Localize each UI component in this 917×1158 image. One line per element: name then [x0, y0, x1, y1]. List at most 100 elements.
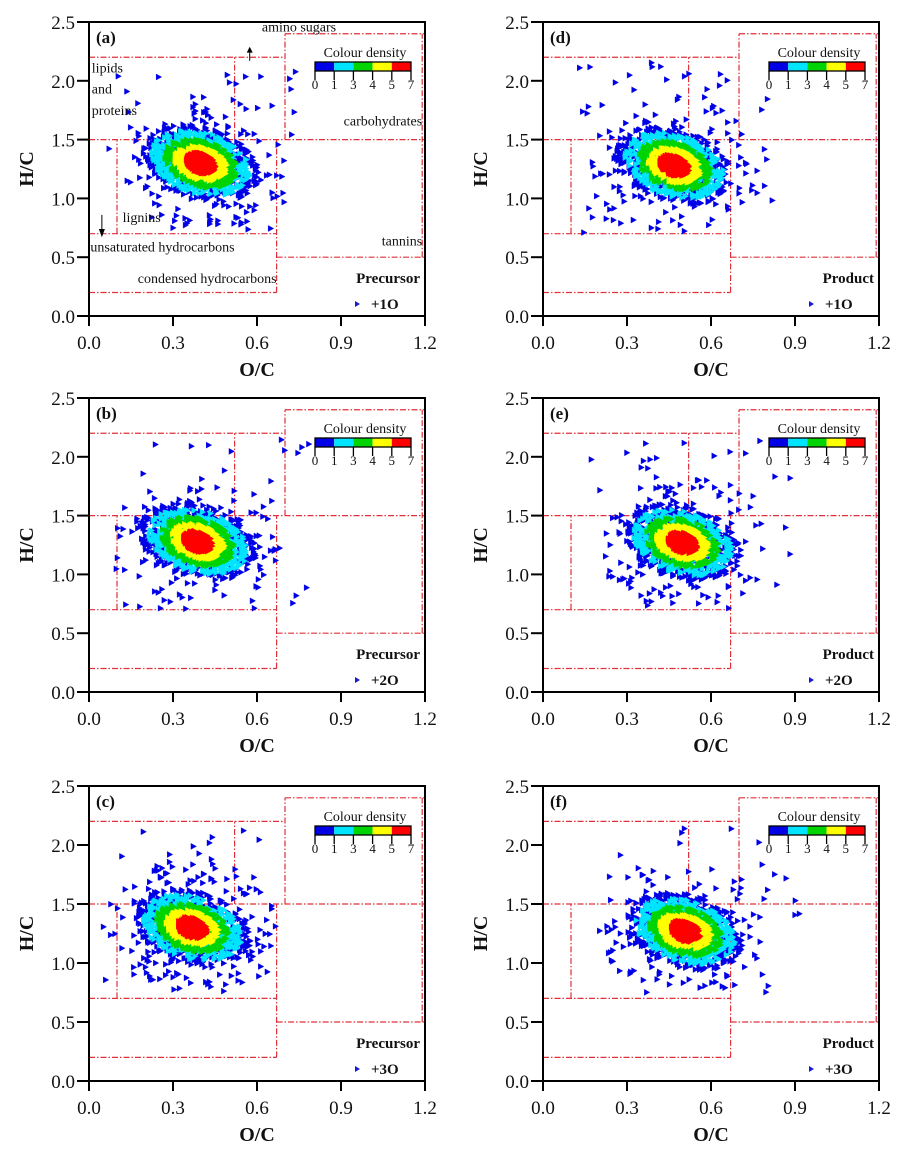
data-point-low [237, 100, 244, 108]
panel-a: 0.0 0.3 0.6 0.9 1.20.00.51.01.52.02.5O/CH/C(… [16, 13, 437, 381]
data-point-low [153, 959, 160, 967]
data-point-low [166, 968, 173, 975]
data-point-low [208, 855, 215, 863]
data-point-low [257, 926, 264, 934]
data-point-low [274, 192, 281, 200]
y-tick-label: 1.5 [51, 131, 75, 152]
data-point-low [192, 115, 199, 123]
data-point-low [183, 866, 190, 874]
data-point-low [209, 833, 216, 841]
data-point-density-0 [253, 173, 261, 181]
data-point-low [156, 174, 163, 181]
data-point-low [155, 73, 163, 81]
data-point-low [149, 214, 156, 221]
data-point-low [122, 566, 129, 574]
data-point-low [256, 836, 263, 844]
data-point-low [168, 579, 175, 587]
region-label-lignins: lignins [123, 211, 161, 226]
data-point-low [243, 208, 251, 216]
data-point-low [126, 108, 133, 116]
data-point-density-0 [254, 164, 261, 171]
region-label-and: and [92, 83, 112, 98]
x-tick-label: 0.6 [245, 333, 269, 354]
data-point-low [124, 177, 131, 185]
data-point-low [108, 900, 115, 908]
data-point-density-0 [181, 191, 188, 198]
data-point-density-0 [239, 193, 246, 201]
data-point-low [245, 226, 252, 233]
data-point-low [175, 205, 182, 213]
data-point-low [303, 584, 311, 592]
data-point-low [258, 948, 265, 955]
colorbar-segment-4 [391, 62, 411, 71]
data-point-low [132, 153, 139, 161]
data-point-low [258, 963, 265, 970]
data-point-low [106, 145, 113, 153]
data-point-density-0 [250, 161, 257, 169]
data-point-low [255, 104, 262, 112]
data-point-density-0 [244, 149, 251, 157]
data-point-low [245, 130, 252, 138]
data-point-low [196, 850, 203, 857]
y-tick-label: 1.0 [51, 189, 75, 210]
region-label-amino-sugars: amino sugars [262, 20, 336, 35]
data-point-low [261, 571, 268, 579]
data-point-low [260, 503, 267, 511]
x-tick-label: 1.2 [413, 709, 437, 730]
data-point-low [221, 592, 228, 599]
y-tick-label: 2.5 [51, 389, 75, 410]
y-tick-label: 1.5 [51, 507, 75, 528]
data-point-low [132, 883, 139, 891]
data-point-density-0 [155, 127, 163, 135]
y-tick-label: 0.5 [51, 248, 75, 269]
data-point-low [249, 948, 256, 956]
data-point-low [223, 981, 230, 988]
data-point-low [256, 972, 263, 980]
data-point-low [211, 878, 218, 886]
data-point-low [235, 970, 242, 977]
data-point-low [136, 156, 143, 164]
data-point-low [212, 586, 219, 594]
data-point-low [233, 213, 240, 221]
data-point-low [269, 189, 276, 196]
data-point-density-0 [221, 959, 228, 967]
data-point-low [238, 219, 246, 226]
data-point-low [230, 96, 237, 104]
x-tick-label: 0.3 [161, 333, 185, 354]
data-point-low [267, 930, 274, 938]
data-point-low [206, 211, 213, 219]
data-point-low [179, 594, 186, 601]
colorbar-tick-label: 4 [369, 453, 376, 468]
colorbar-title: Colour density [324, 46, 407, 61]
data-point-low [157, 604, 165, 612]
data-point-low [145, 885, 153, 893]
data-point-low [299, 443, 306, 451]
data-point-low [196, 496, 203, 503]
data-point-low [191, 110, 198, 117]
data-point-low [205, 111, 212, 119]
data-points [113, 436, 313, 613]
data-point-low [233, 873, 240, 880]
data-point-low [120, 525, 127, 533]
data-point-low [190, 93, 197, 101]
x-tick-label: 0.9 [329, 709, 353, 730]
data-point-low [255, 584, 262, 591]
data-point-density-0 [245, 560, 252, 568]
data-point-low [200, 117, 207, 124]
data-point-low [131, 971, 138, 978]
data-point-low [287, 75, 294, 83]
data-point-low [140, 470, 147, 478]
data-point-low [145, 948, 152, 956]
data-point-density-0 [212, 127, 219, 135]
data-point-low [257, 543, 264, 551]
colorbar-segment-2 [353, 438, 373, 447]
data-point-low [221, 201, 228, 209]
data-point-low [258, 73, 265, 80]
data-point-low [137, 961, 144, 968]
data-point-low [281, 157, 288, 165]
colorbar-segment-4 [391, 438, 411, 447]
data-point-low [103, 976, 110, 984]
panel-label: (b) [96, 404, 117, 423]
x-tick-label: 0.0 [77, 709, 101, 730]
colorbar-segment-1 [334, 438, 354, 447]
